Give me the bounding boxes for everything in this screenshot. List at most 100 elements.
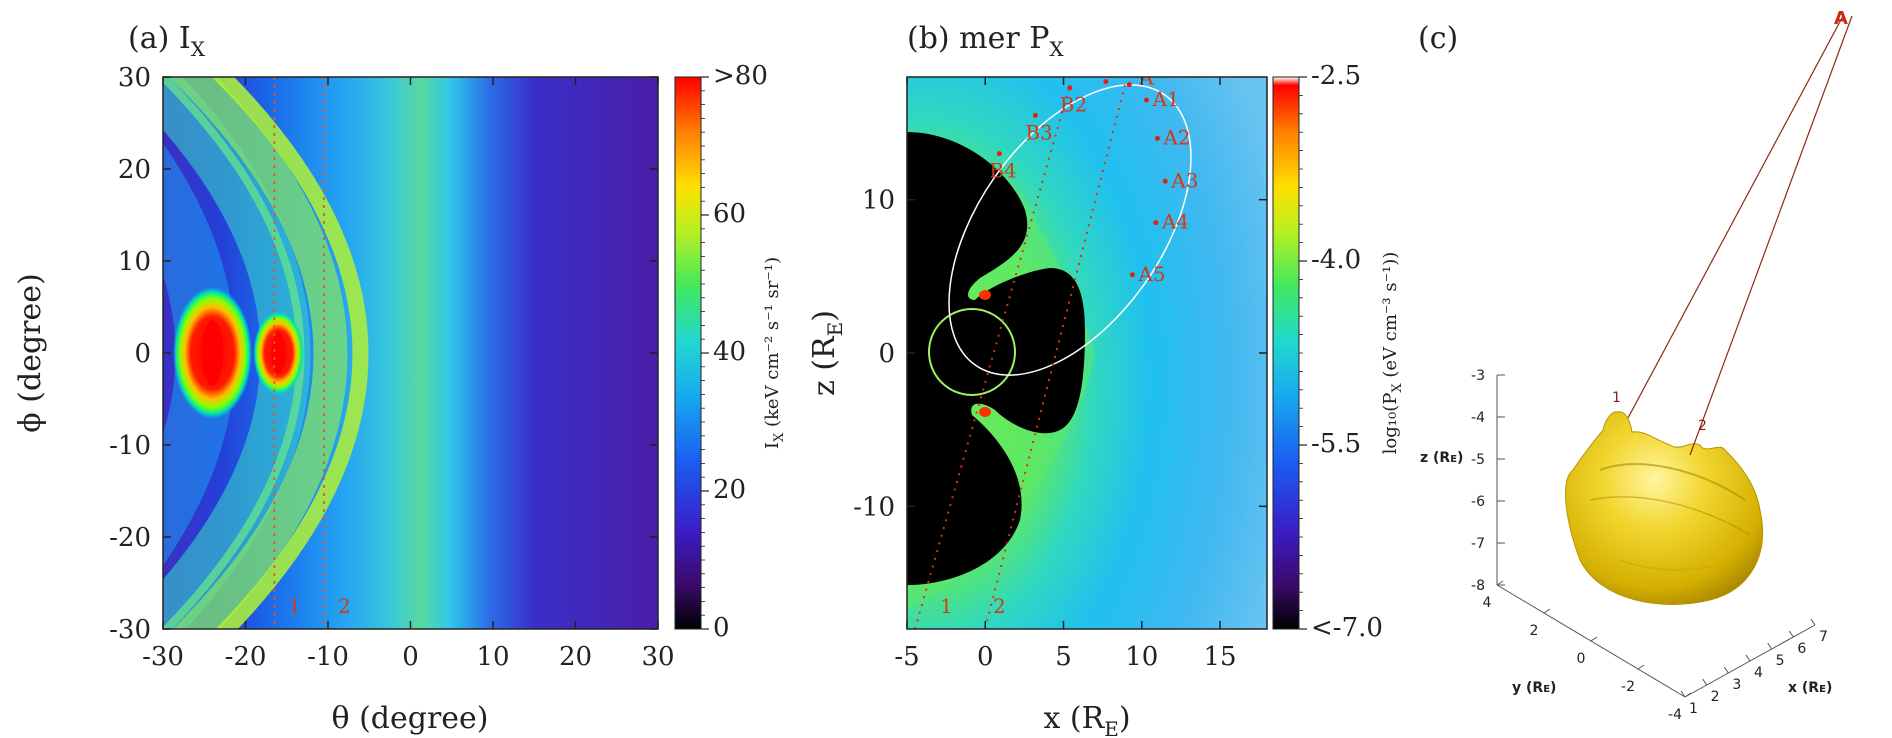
panel-b-ytick-label: 0 [878,339,895,369]
panel-c-ytick-label: -2 [1621,679,1635,695]
panel-b-orbit-label-A4: A4 [1161,210,1189,234]
panel-b-title: (b) mer PX [907,21,1064,61]
panel-a-ytick-label: -10 [109,431,151,461]
panel-c-zlabel: z (RE) [1420,450,1463,466]
panel-a-xtick-label: 30 [641,642,674,672]
panel-b-orbit-label-B4: B4 [989,159,1016,183]
panel-b-line-label-1: 1 [940,594,953,618]
panel-b-orbit-point-A [1126,82,1132,88]
panel-b-xtick-label: 10 [1125,642,1158,672]
panel-c-ztick-label: -7 [1471,536,1485,552]
panel-c-xtick-label: 3 [1732,677,1741,693]
panel-b-ytick-label: -10 [853,492,895,522]
panel-c-ytick-label: 2 [1530,623,1539,639]
panel-a-marker-label-1: 1 [288,594,301,618]
panel-c-xtick [1745,654,1751,662]
panel-c-surface-ridge-3 [1619,554,1746,571]
panel-b-hotspot-north [979,290,991,300]
panel-c-ztick-label: -5 [1471,452,1485,468]
panel-b-earth-circle [928,308,1016,396]
panel-a-arc-band [211,77,369,629]
panel-c-xtick-label: 6 [1797,641,1806,657]
panel-c-line-1 [1627,15,1844,419]
panel-b-orbit-point-B4 [996,151,1002,157]
panel-b-orbit-label-A1: A1 [1151,87,1179,111]
panel-a-arc-band [168,77,348,629]
panel-c-ztick-label: -3 [1471,368,1485,384]
panel-b-ylabel: z (RE) [807,310,847,396]
panel-c-ytick [1543,608,1551,614]
panel-c-title: (c) [1418,21,1458,56]
panel-a-colorbar-label: IX (keV cm⁻² s⁻¹ sr⁻¹) [762,257,787,449]
panel-a-xtick-label: -10 [307,642,349,672]
panel-b-orbit-point-A2 [1154,135,1160,141]
panel-a-ytick-label: -30 [109,615,151,645]
panel-c-ztick-label: -8 [1471,578,1485,594]
panel-c-xtick-label: 7 [1819,629,1828,645]
panel-b-orbit-label-B1: B1 [1098,51,1125,75]
panel-b-xtick-label: -5 [894,642,919,672]
panel-c-xtick [1767,642,1773,650]
panel-c-ztick-label: -4 [1471,410,1485,426]
panel-a-marker-label-2: 2 [338,594,351,618]
panel-b-cbar-label: -2.5 [1311,61,1361,91]
panel-b-colorbar-label: log₁₀(PX (eV cm⁻³ s⁻¹)) [1380,252,1405,455]
panel-c-xtick-label: 5 [1776,653,1785,669]
panel-b-orbit-label-A3: A3 [1170,168,1198,192]
panel-a-cbar-label: 20 [713,475,746,505]
panel-a-cbar-label: 0 [713,613,730,643]
panel-b-cbar-label: <-7.0 [1311,613,1383,643]
panel-a-hotspot [201,320,224,386]
panel-b-ytick-label: 10 [862,186,895,216]
panel-a-ytick-label: 30 [118,63,151,93]
panel-c-xtick-label: 1 [1689,701,1698,717]
panel-b-xtick-label: 5 [1055,642,1072,672]
panel-c-xtick [1680,690,1686,698]
panel-c-ytick-label: 0 [1577,651,1586,667]
panel-a-xtick-label: -20 [225,642,267,672]
panel-a-xtick-label: 20 [559,642,592,672]
panel-b-orbit-point-B3 [1032,112,1038,118]
panel-a-xtick-label: 10 [476,642,509,672]
panel-a-ytick-label: 10 [118,247,151,277]
panel-b-cbar-label: -4.0 [1311,245,1361,275]
panel-c-xtick-label: 2 [1711,689,1720,705]
panel-c-line-2-label: 2 [1698,418,1707,434]
panel-b-hotspot-south [979,407,991,417]
panel-c-line-1-label: 1 [1612,390,1621,406]
panel-c-line-2 [1689,15,1853,456]
panel-a-xlabel: θ (degree) [331,701,488,736]
panel-c-ytick [1684,692,1692,698]
panel-c-ytick [1590,636,1598,642]
panel-c-xlabel: x (RE) [1788,680,1832,696]
panel-c-ylabel: y (RE) [1512,680,1556,696]
panel-a-ytick-label: 20 [118,155,151,185]
panel-a-ytick-label: 0 [134,339,151,369]
panel-b-dark-region [907,132,1085,585]
panel-b-orbit-point-A1 [1143,97,1149,103]
panel-b-xtick-label: 0 [977,642,994,672]
panel-b-orbit-label-A5: A5 [1137,262,1165,286]
panel-c-ytick [1496,580,1504,586]
panel-b-orbit-point-B2 [1067,85,1073,91]
panel-c-surface [1565,411,1764,605]
panel-a-title: (a) IX [128,21,206,61]
panel-a-colorbar [674,76,702,630]
panel-c-xtick [1788,630,1794,638]
panel-c-xtick [1702,678,1708,686]
panel-a: 1 2 -30 -20 -10 0 10 20 30 -30 -20 -10 0 10 20 30 (a) … [13,21,787,736]
panel-c-ytick-label: -4 [1668,707,1682,723]
panel-c-point-a: A [1834,8,1848,29]
panel-b-colorbar [1272,76,1300,630]
panel-b-orbit-label-B3: B3 [1025,120,1052,144]
panel-c-surface-ridge [1599,463,1746,501]
panel-c-xtick [1723,666,1729,674]
panel-b-cbar-label: -5.5 [1311,429,1361,459]
panel-b-orbit [948,84,1192,376]
panel-b-orbit-point-A3 [1162,178,1168,184]
panel-b-orbit-point-B1 [1103,79,1109,85]
panel-b-orbit-label-A2: A2 [1162,125,1190,149]
